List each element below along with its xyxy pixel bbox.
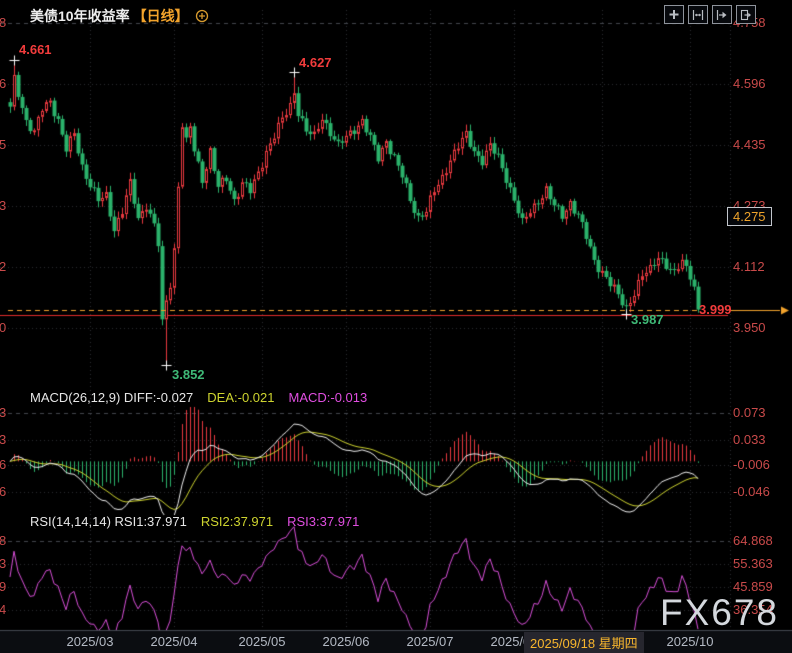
macd-tick-label: 0.033 (733, 431, 766, 447)
macd-tick-label: -0.006 (733, 457, 770, 473)
rsi-header: RSI(14,14,14) RSI1:37.971 RSI2:37.971 RSI3… (30, 514, 373, 529)
rsi-tick-label: 64.868 (733, 533, 773, 548)
crosshair-price-badge: 4.275 (727, 207, 772, 227)
macd-params-diff: MACD(26,12,9) DIFF:-0.027 (30, 390, 194, 405)
page-title: 美债10年收益率 (30, 8, 130, 24)
jump-to-latest-button[interactable] (736, 5, 756, 24)
macd-header: MACD(26,12,9) DIFF:-0.027 DEA:-0.021 MACD:… (30, 390, 381, 405)
y-axis-left-clipped-digit: 6 (0, 483, 7, 499)
y-axis-left-clipped-digit: 8 (0, 15, 7, 30)
pan-tool-button[interactable] (664, 5, 684, 24)
add-indicator-icon[interactable] (195, 9, 209, 23)
low-annotation: 3.987 (631, 312, 664, 328)
y-axis-left-clipped-digit: 5 (0, 136, 7, 152)
y-axis-left-clipped-digit: 3 (0, 556, 7, 571)
y-axis-left-clipped-digit: 3 (0, 431, 7, 447)
macd-tick-label: 0.073 (733, 405, 766, 420)
y-axis-tick-label: 4.112 (733, 258, 765, 274)
rsi-tick-label: 55.363 (733, 556, 773, 571)
scroll-forward-button[interactable] (712, 5, 732, 24)
low-annotation: 3.852 (172, 367, 205, 382)
y-axis-left-clipped-digit: 0 (0, 320, 7, 336)
rsi-params-rsi1: RSI(14,14,14) RSI1:37.971 (30, 514, 187, 529)
scroll-forward-icon (716, 9, 727, 20)
high-annotation: 4.661 (19, 41, 52, 57)
macd-bar-value: MACD:-0.013 (288, 390, 368, 405)
y-axis-left-clipped-digit: 2 (0, 258, 7, 274)
rsi2-value: RSI2:37.971 (200, 514, 274, 529)
y-axis-tick-label: 4.596 (733, 76, 766, 92)
chart-toolbar (664, 5, 756, 24)
title-bar: 美债10年收益率 【日线】 (30, 6, 209, 26)
rsi-tick-label: 36.354 (733, 602, 773, 617)
y-axis-left-clipped-digit: 6 (0, 76, 7, 92)
y-axis-tick-label: 4.435 (733, 136, 766, 152)
x-axis-date-label: 2025/04 (150, 634, 198, 649)
x-axis-date-label: 2025/10 (666, 634, 714, 649)
selected-date-badge: 2025/09/18 星期四 (524, 632, 644, 653)
x-axis-date-label: 2025/07 (406, 634, 454, 649)
y-axis-left-clipped-digit: 3 (0, 198, 7, 214)
fit-horizontal-button[interactable] (688, 5, 708, 24)
rsi3-value: RSI3:37.971 (287, 514, 360, 529)
high-annotation: 4.627 (299, 55, 332, 71)
y-axis-left-clipped-digit: 4 (0, 602, 7, 617)
x-axis-date-label: 2025/05 (238, 634, 286, 649)
current-price-label: 3.999 (699, 301, 732, 317)
y-axis-left-clipped-digit: 6 (0, 457, 7, 473)
fit-horizontal-icon (692, 9, 704, 20)
y-axis-left-clipped-digit: 9 (0, 579, 7, 594)
y-axis-left-clipped-digit: 3 (0, 405, 7, 420)
pan-tool-icon (669, 9, 679, 19)
period-label: 【日线】 (132, 8, 189, 24)
y-axis-tick-label: 3.950 (733, 320, 766, 336)
x-axis-date-label: 2025/03 (66, 634, 114, 649)
x-axis-date-label: 2025/06 (322, 634, 370, 649)
y-axis-left-clipped-digit: 8 (0, 533, 7, 548)
rsi-tick-label: 45.859 (733, 579, 773, 594)
macd-dea-value: DEA:-0.021 (207, 390, 275, 405)
macd-tick-label: -0.046 (733, 483, 770, 499)
watermark: FX678 (660, 592, 780, 633)
jump-to-latest-icon (740, 9, 751, 20)
